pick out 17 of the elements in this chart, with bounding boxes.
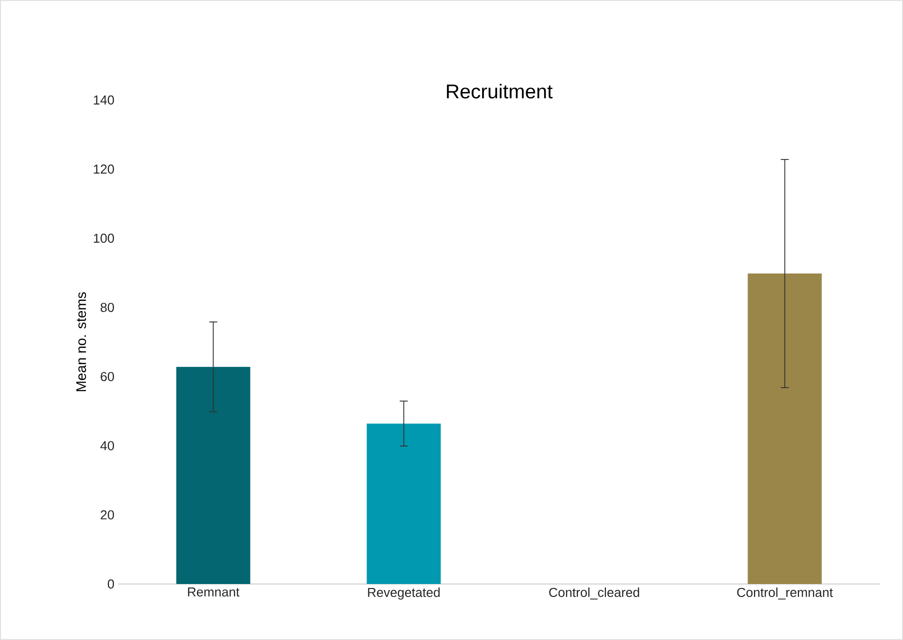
y-tick-label: 20 [100, 510, 114, 520]
bar [748, 274, 822, 584]
x-tick-label: Control_cleared [549, 588, 640, 600]
y-tick-label: 60 [100, 372, 114, 382]
x-tick-label: Revegetated [368, 588, 440, 600]
y-tick-label: 80 [100, 302, 114, 312]
y-tick-label: 100 [94, 234, 114, 243]
y-tick-label: 0 [108, 579, 114, 589]
x-tick-label: Remnant [188, 588, 240, 597]
bar [366, 424, 441, 584]
y-axis-title: Mean no. stems [76, 292, 86, 392]
chart-title: Recruitment [446, 84, 553, 98]
y-tick-label: 140 [94, 95, 114, 105]
x-tick-label: Control_remnant [737, 588, 833, 600]
y-tick-label: 120 [94, 164, 114, 174]
bar [176, 366, 250, 584]
y-tick-label: 40 [100, 441, 114, 450]
